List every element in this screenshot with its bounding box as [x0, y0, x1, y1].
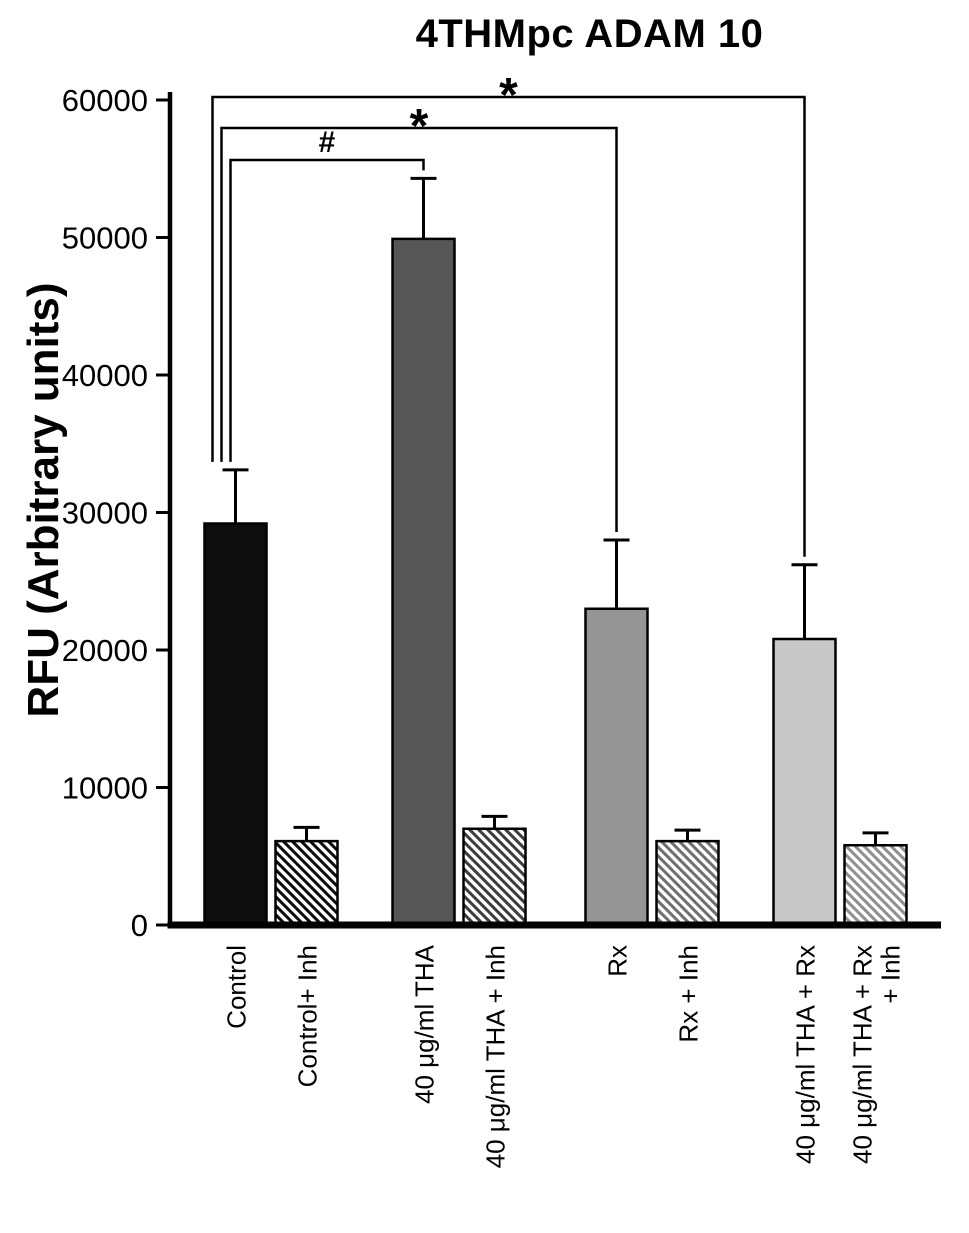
- x-category-label: Control: [222, 945, 252, 1029]
- bar-0: [203, 522, 268, 927]
- x-category-label: Rx: [603, 945, 633, 977]
- significance-label: *: [410, 100, 429, 153]
- bar-6: [772, 637, 837, 927]
- chart-title: 4THMpc ADAM 10: [415, 12, 764, 56]
- x-category-label: Control+ Inh: [293, 945, 323, 1087]
- significance-bracket: [220, 126, 618, 532]
- significance-label: *: [499, 69, 518, 122]
- bar-2: [391, 237, 456, 927]
- x-category-label: 40 μg/ml THA + Rx: [848, 945, 878, 1164]
- y-tick-label: 0: [131, 908, 148, 943]
- significance-bracket: [229, 158, 425, 462]
- bar-1: [274, 839, 339, 927]
- significance-bracket: [211, 95, 806, 557]
- bar-4: [584, 607, 649, 927]
- y-tick-label: 30000: [62, 496, 148, 531]
- y-tick-label: 40000: [62, 358, 148, 393]
- bar-7: [843, 844, 908, 927]
- x-category-label: 40 μg/ml THA + Rx: [791, 945, 821, 1164]
- significance-label: #: [319, 126, 336, 159]
- x-category-label: 40 μg/ml THA: [410, 944, 440, 1104]
- y-tick-label: 10000: [62, 771, 148, 806]
- bar-3: [462, 827, 527, 927]
- x-category-label: + Inh: [876, 945, 906, 1004]
- y-tick-label: 50000: [62, 221, 148, 256]
- bar-5: [655, 839, 720, 927]
- x-category-label: 40 μg/ml THA + Inh: [481, 945, 511, 1168]
- x-category-label: Rx + Inh: [674, 945, 704, 1043]
- y-tick-label: 60000: [62, 83, 148, 118]
- y-tick-label: 20000: [62, 633, 148, 668]
